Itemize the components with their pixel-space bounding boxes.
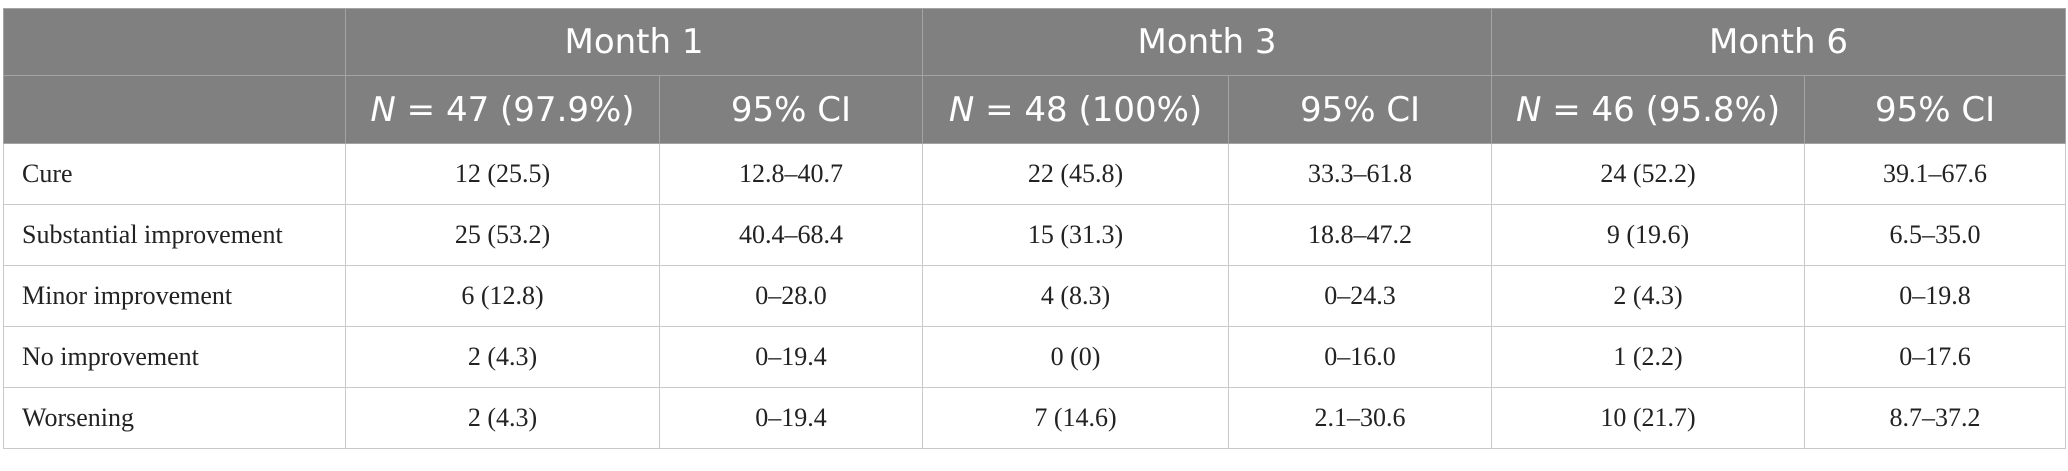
table-cell: 6 (12.8): [345, 265, 660, 327]
header-row-months: Month 1 Month 3 Month 6: [3, 8, 2067, 76]
table-cell: 0–19.4: [658, 387, 924, 449]
table-cell: 18.8–47.2: [1228, 204, 1493, 266]
row-label: Minor improvement: [3, 265, 346, 327]
n-symbol: N: [948, 89, 975, 130]
table-row: Minor improvement 6 (12.8) 0–28.0 4 (8.3…: [3, 265, 2067, 327]
header-ci-month-3: 95% CI: [1228, 75, 1493, 144]
n-symbol: N: [370, 89, 396, 130]
table-cell: 2 (4.3): [345, 326, 660, 388]
row-label: Cure: [3, 143, 346, 205]
table-cell: 22 (45.8): [922, 143, 1230, 205]
header-n-month-1: N = 47 (97.9%): [345, 75, 660, 144]
n-value: = 47 (97.9%): [395, 89, 635, 130]
table-cell: 0–16.0: [1228, 326, 1493, 388]
table-cell: 6.5–35.0: [1804, 204, 2067, 266]
table-cell: 25 (53.2): [345, 204, 660, 266]
outcomes-table: Month 1 Month 3 Month 6 N = 47 (97.9%) 9…: [3, 8, 2067, 449]
header-ci-month-6: 95% CI: [1804, 75, 2067, 144]
table-cell: 12.8–40.7: [658, 143, 924, 205]
header-n-month-6: N = 46 (95.8%): [1491, 75, 1806, 144]
table-cell: 24 (52.2): [1491, 143, 1806, 205]
table-cell: 0 (0): [922, 326, 1230, 388]
header-empty-cell: [3, 8, 346, 76]
table-row: Cure 12 (25.5) 12.8–40.7 22 (45.8) 33.3–…: [3, 143, 2067, 205]
table-row: Worsening 2 (4.3) 0–19.4 7 (14.6) 2.1–30…: [3, 387, 2067, 449]
table-cell: 9 (19.6): [1491, 204, 1806, 266]
header-month-1: Month 1: [344, 8, 924, 76]
table-cell: 0–19.4: [658, 326, 924, 388]
table-cell: 2.1–30.6: [1228, 387, 1493, 449]
table-cell: 0–17.6: [1804, 326, 2067, 388]
table-cell: 8.7–37.2: [1804, 387, 2067, 449]
header-ci-month-1: 95% CI: [658, 75, 924, 144]
table-cell: 2 (4.3): [1491, 265, 1806, 327]
table-cell: 10 (21.7): [1491, 387, 1806, 449]
table-cell: 0–19.8: [1804, 265, 2067, 327]
table-cell: 40.4–68.4: [658, 204, 924, 266]
table-cell: 2 (4.3): [345, 387, 660, 449]
table-cell: 12 (25.5): [345, 143, 660, 205]
row-label: Substantial improvement: [3, 204, 346, 266]
n-value: = 48 (100%): [974, 89, 1203, 130]
table-cell: 39.1–67.6: [1804, 143, 2067, 205]
n-symbol: N: [1515, 89, 1542, 130]
row-label: Worsening: [3, 387, 346, 449]
header-month-6: Month 6: [1491, 8, 2067, 76]
table-cell: 4 (8.3): [922, 265, 1230, 327]
header-month-3: Month 3: [922, 8, 1493, 76]
table-cell: 0–28.0: [658, 265, 924, 327]
header-empty-cell: [3, 75, 346, 144]
row-label: No improvement: [3, 326, 346, 388]
table-cell: 0–24.3: [1228, 265, 1493, 327]
table-cell: 7 (14.6): [922, 387, 1230, 449]
n-value: = 46 (95.8%): [1541, 89, 1781, 130]
table-cell: 15 (31.3): [922, 204, 1230, 266]
header-row-subcolumns: N = 47 (97.9%) 95% CI N = 48 (100%) 95% …: [3, 75, 2067, 144]
table-row: No improvement 2 (4.3) 0–19.4 0 (0) 0–16…: [3, 326, 2067, 388]
table-cell: 33.3–61.8: [1228, 143, 1493, 205]
table-cell: 1 (2.2): [1491, 326, 1806, 388]
table-row: Substantial improvement 25 (53.2) 40.4–6…: [3, 204, 2067, 266]
header-n-month-3: N = 48 (100%): [922, 75, 1230, 144]
